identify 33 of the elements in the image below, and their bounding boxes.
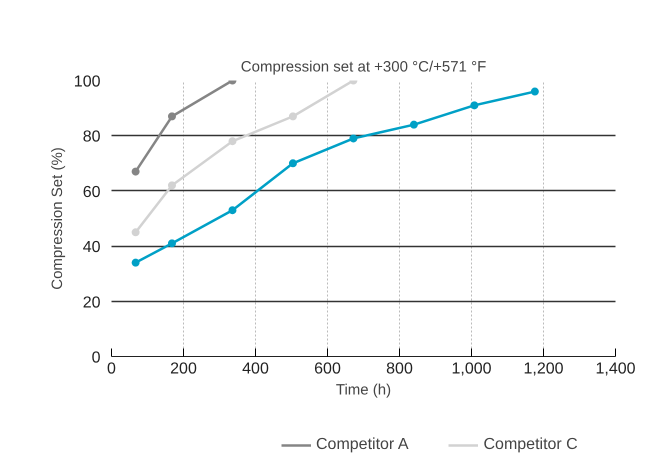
y-tick-label: 80 [82, 128, 101, 146]
y-tick-label: 0 [92, 350, 101, 366]
y-tick-label: 20 [82, 294, 101, 312]
x-axis-title: Time (h) [336, 382, 392, 398]
y-axis-title: Compression Set (%) [48, 147, 66, 290]
chart-title: Compression set at +300 °C/+571 °F [240, 58, 486, 76]
x-tick-label: 400 [242, 360, 269, 378]
point [132, 258, 140, 267]
x-tick-label: 1,400 [595, 360, 636, 378]
x-tick-label: 0 [107, 360, 116, 378]
y-tick-label: 60 [82, 184, 101, 201]
legend-label: Competitor C [483, 436, 578, 454]
point [228, 137, 236, 146]
point [168, 181, 176, 190]
point [228, 206, 236, 214]
point [168, 239, 176, 248]
legend-label: Competitor A [316, 436, 408, 454]
point [349, 134, 358, 142]
y-tick-label: 40 [82, 239, 101, 256]
x-tick-label: 800 [386, 360, 413, 378]
point [288, 159, 297, 168]
x-tick-label: 200 [170, 360, 197, 378]
point [530, 88, 539, 96]
point [288, 112, 297, 120]
y-tick-label: 100 [74, 74, 101, 90]
point [410, 120, 418, 129]
point [168, 112, 176, 120]
x-tick-label: 600 [314, 360, 341, 378]
point [132, 168, 140, 176]
point [132, 228, 140, 236]
x-tick-label: 1,000 [451, 360, 492, 378]
x-tick-label: 1,200 [523, 360, 564, 378]
point [470, 101, 478, 110]
